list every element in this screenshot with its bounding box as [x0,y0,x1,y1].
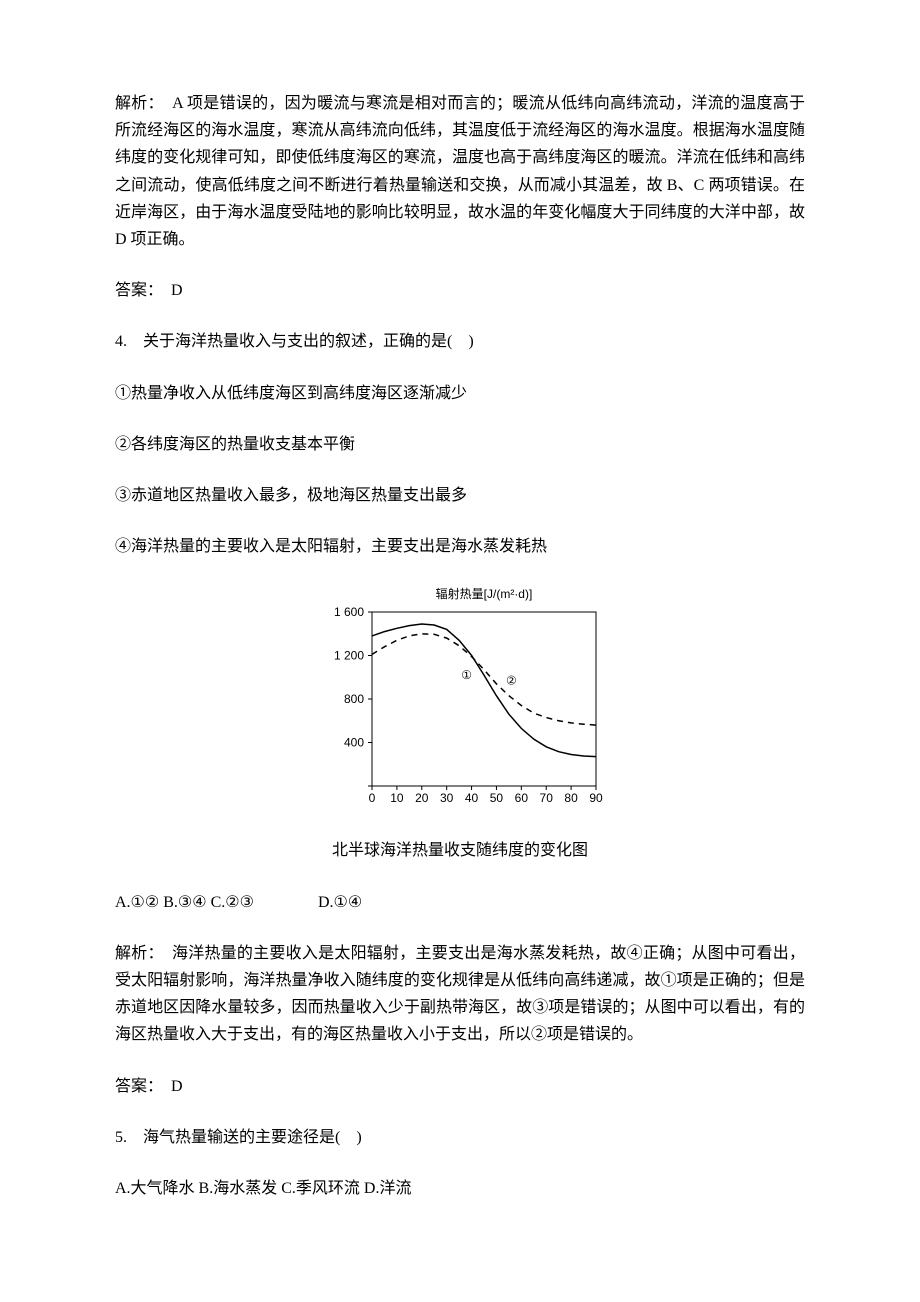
q4-statement-3: ③赤道地区热量收入最多，极地海区热量支出最多 [115,482,805,509]
q4-options: A.①② B.③④ C.②③ D.①④ [115,889,805,916]
svg-text:50: 50 [490,791,504,805]
svg-text:80: 80 [564,791,578,805]
q5-stem: 5. 海气热量输送的主要途径是( ) [115,1124,805,1151]
svg-text:20: 20 [415,791,429,805]
q4-chart-caption: 北半球海洋热量收支随纬度的变化图 [115,837,805,864]
q5-options: A.大气降水 B.海水蒸发 C.季风环流 D.洋流 [115,1175,805,1202]
svg-text:辐射热量[J/(m²·d)]: 辐射热量[J/(m²·d)] [436,586,533,601]
line-chart: 辐射热量[J/(m²·d)] 400 800 1 200 1 600 0 10 20 30 40 5… [310,584,610,814]
svg-text:400: 400 [344,736,364,750]
q4-explanation: 解析： 海洋热量的主要收入是太阳辐射，主要支出是海水蒸发耗热，故④正确；从图中可… [115,940,805,1049]
q3-explanation: 解析： A 项是错误的，因为暖流与寒流是相对而言的；暖流从低纬向高纬流动，洋流的… [115,90,805,253]
q4-stem: 4. 关于海洋热量收入与支出的叙述，正确的是( ) [115,328,805,355]
svg-text:40: 40 [465,791,479,805]
svg-text:10: 10 [390,791,404,805]
q4-statement-2: ②各纬度海区的热量收支基本平衡 [115,431,805,458]
svg-text:70: 70 [540,791,554,805]
svg-text:②: ② [506,674,517,688]
svg-text:0: 0 [369,791,376,805]
q4-answer: 答案： D [115,1073,805,1100]
svg-text:90: 90 [589,791,603,805]
svg-text:60: 60 [515,791,529,805]
svg-text:30: 30 [440,791,454,805]
svg-text:1 600: 1 600 [334,605,364,619]
svg-text:800: 800 [344,692,364,706]
svg-text:①: ① [461,668,472,682]
svg-text:1 200: 1 200 [334,649,364,663]
q4-statement-4: ④海洋热量的主要收入是太阳辐射，主要支出是海水蒸发耗热 [115,533,805,560]
q4-chart: 辐射热量[J/(m²·d)] 400 800 1 200 1 600 0 10 20 30 40 5… [115,584,805,823]
q3-answer: 答案： D [115,277,805,304]
q4-statement-1: ①热量净收入从低纬度海区到高纬度海区逐渐减少 [115,380,805,407]
